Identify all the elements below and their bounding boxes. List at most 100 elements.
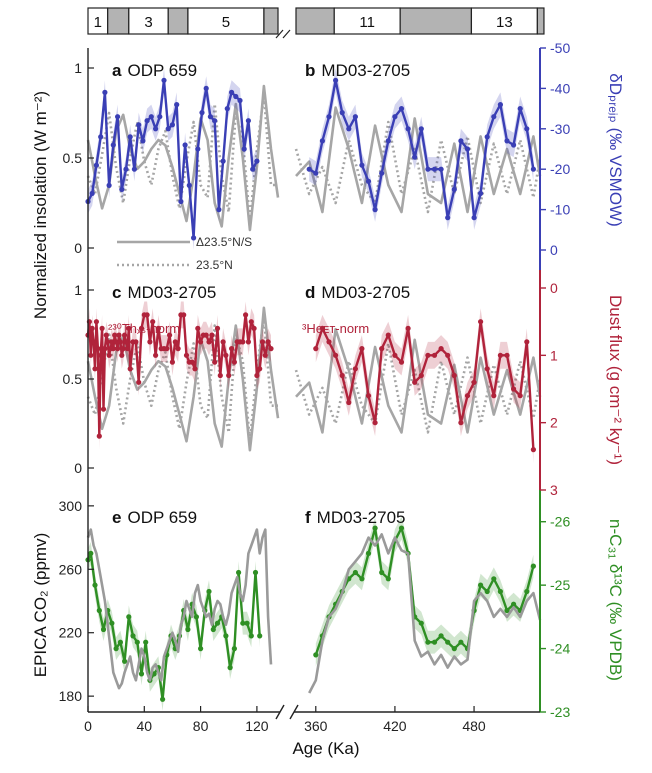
dust-point	[445, 352, 451, 358]
dust-point	[109, 339, 115, 345]
dD-point	[365, 178, 372, 184]
d13C-point	[126, 614, 132, 620]
dD-point	[319, 138, 325, 144]
x-tick-label: 80	[193, 718, 209, 734]
d13C-point	[385, 576, 391, 582]
panel-b	[294, 68, 542, 230]
axes-layer: 0 40 80 120 360 420 48000.5100.511802202603000…	[59, 40, 571, 734]
dust-point	[251, 325, 257, 331]
dust-point	[451, 372, 457, 379]
dust-point	[126, 325, 132, 331]
dust-point	[245, 339, 251, 345]
dust-point	[198, 339, 204, 345]
dD-point	[313, 170, 319, 176]
d13C-point	[451, 646, 457, 652]
dD-point	[131, 166, 137, 172]
dust-point	[91, 339, 97, 345]
dD-point	[306, 166, 312, 172]
dust-point	[119, 352, 125, 358]
dD-point	[379, 170, 385, 176]
dust-tick-label: 1	[550, 347, 558, 363]
dust-point	[183, 352, 190, 358]
d13C-point	[113, 646, 119, 652]
dD-point	[229, 89, 235, 95]
dD-point	[148, 114, 154, 120]
dD-point	[207, 114, 213, 120]
mis-stage	[167, 7, 189, 35]
dust-tick-label: 3	[550, 482, 558, 498]
panel-e-title: e ODP 659	[112, 508, 197, 527]
dust-point	[169, 359, 175, 365]
dust-point	[192, 366, 198, 372]
insolation-tick-label: 0.5	[63, 150, 83, 166]
left-axis-label-bottom: EPICA CO₂ (ppmv)	[31, 533, 50, 678]
d13C-point	[257, 633, 263, 639]
d13C-point	[185, 626, 191, 633]
dD-point	[199, 110, 205, 116]
d13C-point	[210, 626, 216, 633]
dust-point	[175, 346, 181, 352]
dust-point	[115, 346, 121, 352]
dD-tick-label: -40	[550, 80, 570, 96]
mis-stage	[470, 7, 538, 35]
dD-point	[186, 182, 192, 188]
panel-a-title: a ODP 659	[112, 61, 197, 80]
dust-point	[209, 332, 215, 338]
d13C-tick-label: -25	[550, 577, 570, 593]
d13C-point	[352, 569, 358, 576]
dD-point	[191, 235, 197, 241]
d13C-point	[244, 620, 250, 626]
dust-point	[379, 346, 385, 352]
dD-point	[233, 93, 239, 100]
d13C-point	[134, 639, 140, 645]
d13C-point	[214, 620, 221, 626]
panel-f-title: f MD03-2705	[305, 508, 406, 527]
d13C-point	[100, 626, 107, 633]
dD-point	[245, 118, 251, 124]
dD-point	[237, 97, 243, 104]
panel-c	[85, 301, 280, 452]
d13C-line	[86, 552, 261, 701]
dD-point	[157, 114, 163, 120]
dust-point	[248, 319, 254, 325]
d13C-point	[484, 588, 490, 595]
insolation-tick-label: 0	[74, 460, 82, 476]
mis-stage-label: 5	[222, 14, 230, 31]
dust-point	[89, 325, 95, 331]
d13C-line	[314, 526, 535, 656]
dD-point	[119, 186, 125, 192]
dust-point	[195, 325, 201, 331]
dD-point	[445, 215, 451, 221]
dD-point	[241, 146, 247, 152]
dust-point	[352, 366, 358, 372]
d13C-point	[530, 563, 537, 569]
dust-point	[385, 332, 391, 338]
d13C-point	[96, 607, 102, 614]
dD-point	[530, 166, 537, 172]
d13C-point	[458, 639, 464, 645]
co2-tick-label: 220	[59, 625, 83, 641]
x-axis-break-mark	[289, 704, 299, 720]
mis-stage-label: 11	[359, 14, 375, 31]
d13C-point	[122, 658, 128, 664]
mis-stage	[107, 7, 130, 35]
dust-point	[412, 379, 418, 385]
dD-point	[93, 162, 99, 168]
dust-point	[313, 346, 319, 352]
insolation-solid-line	[86, 84, 280, 232]
dD-point	[144, 118, 150, 124]
d13C-point	[398, 525, 405, 531]
dust-point	[203, 332, 209, 338]
d13C-point	[223, 633, 229, 639]
dD-point	[398, 106, 405, 112]
d13C-point	[431, 639, 438, 645]
dD-point	[203, 85, 209, 91]
dust-point	[106, 352, 112, 358]
panel-d	[294, 308, 542, 464]
dust-point	[98, 352, 104, 358]
dust-point	[418, 372, 424, 379]
x-axis-break-mark	[275, 704, 285, 720]
dust-uncertainty-band	[88, 301, 271, 450]
dust-point	[530, 447, 537, 453]
dust-point	[164, 346, 170, 352]
